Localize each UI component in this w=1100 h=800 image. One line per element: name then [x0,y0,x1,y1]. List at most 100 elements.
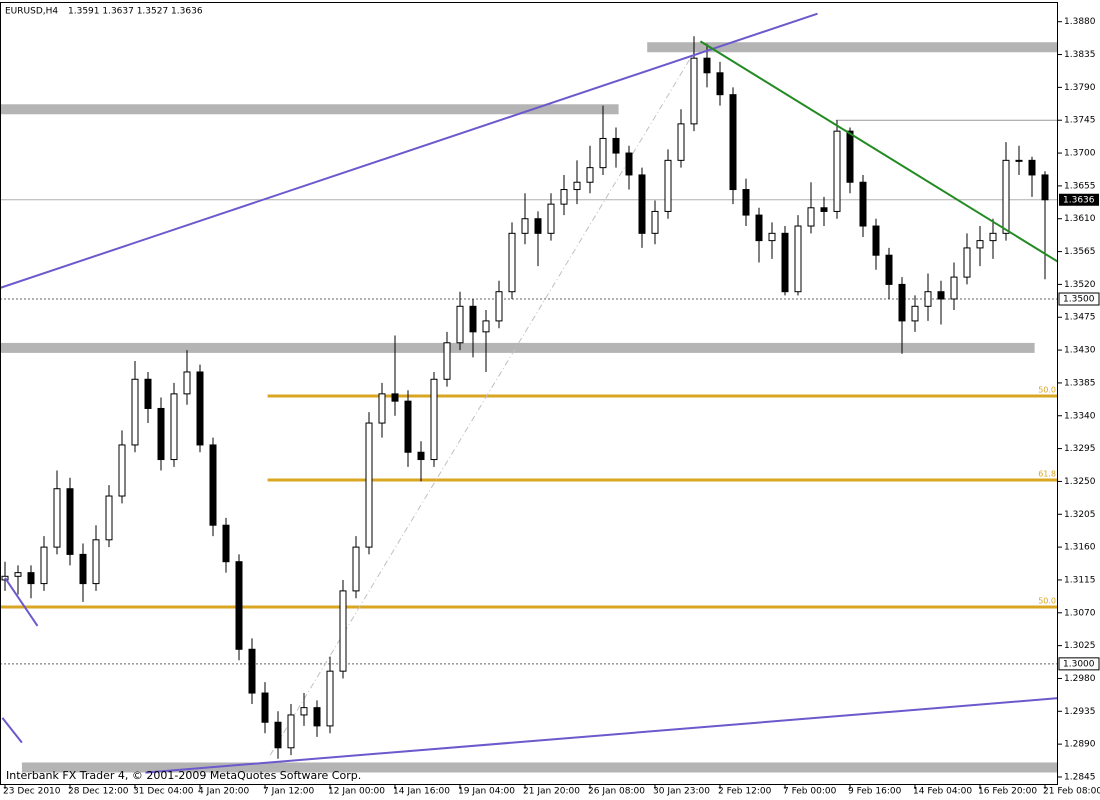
y-tick-label: 1.3070 [1064,608,1096,618]
candle-body [599,137,607,169]
plot-frame [0,2,1058,785]
y-tick-label: 1.3790 [1064,83,1096,93]
candle-body [521,218,529,234]
y-tick-label: 1.2890 [1064,740,1096,750]
y-tick-label: 1.2980 [1064,674,1096,684]
candle-body [235,561,243,650]
y-tick-label: 1.3115 [1064,575,1096,585]
candle-body [40,546,48,585]
candle-body [378,393,386,424]
candle-body [261,692,269,723]
candle-body [365,422,373,548]
candle-body [456,305,464,344]
candle-body [859,181,867,227]
candle-body [560,189,568,205]
candle-body [196,371,204,446]
candle-body [222,524,230,563]
candle-body [482,320,490,333]
candle-body [339,590,347,672]
candle-body [183,371,191,395]
y-tick-label: 1.3565 [1064,247,1096,257]
x-tick-label: 12 Jan 00:00 [328,787,385,797]
fib-label: 61.8 [1038,469,1056,478]
candle-body [1002,159,1010,234]
y-tick-label: 1.3340 [1064,411,1096,421]
candle-body [118,444,126,497]
candle-body [911,305,919,322]
price-label: 1.3000 [1063,659,1095,669]
candle-body [742,189,750,216]
candle-body [430,378,438,461]
candle-body [352,546,360,592]
trendline [145,697,1058,774]
trendline [699,40,1058,263]
y-tick-label: 1.2935 [1064,707,1096,717]
candle-body [651,210,659,234]
candle-body [287,714,295,749]
candle-body [755,214,763,242]
candle-body [53,488,61,548]
candle-body [495,291,503,322]
candle-body [937,291,945,300]
candle-body [313,707,321,727]
x-tick-label: 14 Feb 04:00 [913,787,972,797]
candle-body [690,57,698,125]
x-tick-label: 30 Jan 23:00 [653,787,710,797]
trendline [4,577,39,627]
candle-body [586,167,594,183]
candle-body [1015,159,1023,162]
candle-body [781,232,789,293]
y-tick-label: 1.3610 [1064,214,1096,224]
y-tick-label: 1.3745 [1064,116,1096,126]
candle-body [612,137,620,154]
candle-body [105,495,113,541]
x-tick-label: 26 Jan 08:00 [588,787,645,797]
fib-label: 50.0 [1038,386,1056,395]
x-tick-label: 31 Dec 04:00 [133,787,194,797]
candle-body [417,451,425,461]
candle-body [989,232,997,242]
candle-body [950,276,958,300]
x-tick-label: 14 Jan 16:00 [393,787,450,797]
y-tick-label: 1.2845 [1064,772,1096,782]
y-tick-label: 1.3205 [1064,510,1096,520]
candle-body [300,707,308,716]
candle-body [638,174,646,234]
candle-body [924,291,932,307]
candle-body [664,159,672,212]
x-tick-label: 19 Jan 04:00 [458,787,515,797]
x-tick-label: 4 Jan 20:00 [198,787,250,797]
y-tick-label: 1.3880 [1064,17,1096,27]
candle-body [248,648,256,694]
candle-body [157,407,165,461]
price-label-box [1058,657,1100,671]
candle-body [625,152,633,176]
candle-body [131,378,139,446]
current-price-box [1059,193,1099,206]
plot-area [0,12,1058,774]
candle-body [833,130,841,212]
candle-body [14,572,22,577]
candle-body [820,207,828,212]
x-tick-label: 7 Jan 12:00 [263,787,315,797]
candle-body [872,225,880,256]
candle-body [404,400,412,453]
x-tick-label: 21 Jan 20:00 [523,787,580,797]
x-tick-label: 28 Dec 12:00 [68,787,129,797]
candle-body [508,232,516,293]
y-tick-label: 1.3700 [1064,149,1096,159]
x-tick-label: 9 Feb 16:00 [848,787,902,797]
y-tick-label: 1.3250 [1064,477,1096,487]
candle-body [677,123,685,161]
candle-body [274,721,282,749]
zone [0,342,1035,353]
candle-body [963,247,971,278]
candle-body [66,488,74,555]
y-tick-label: 1.3430 [1064,346,1096,356]
current-price-label: 1.3636 [1063,195,1095,205]
y-tick-label: 1.3025 [1064,641,1096,651]
x-tick-label: 21 Feb 08:00 [1043,787,1100,797]
candle-body [534,218,542,234]
